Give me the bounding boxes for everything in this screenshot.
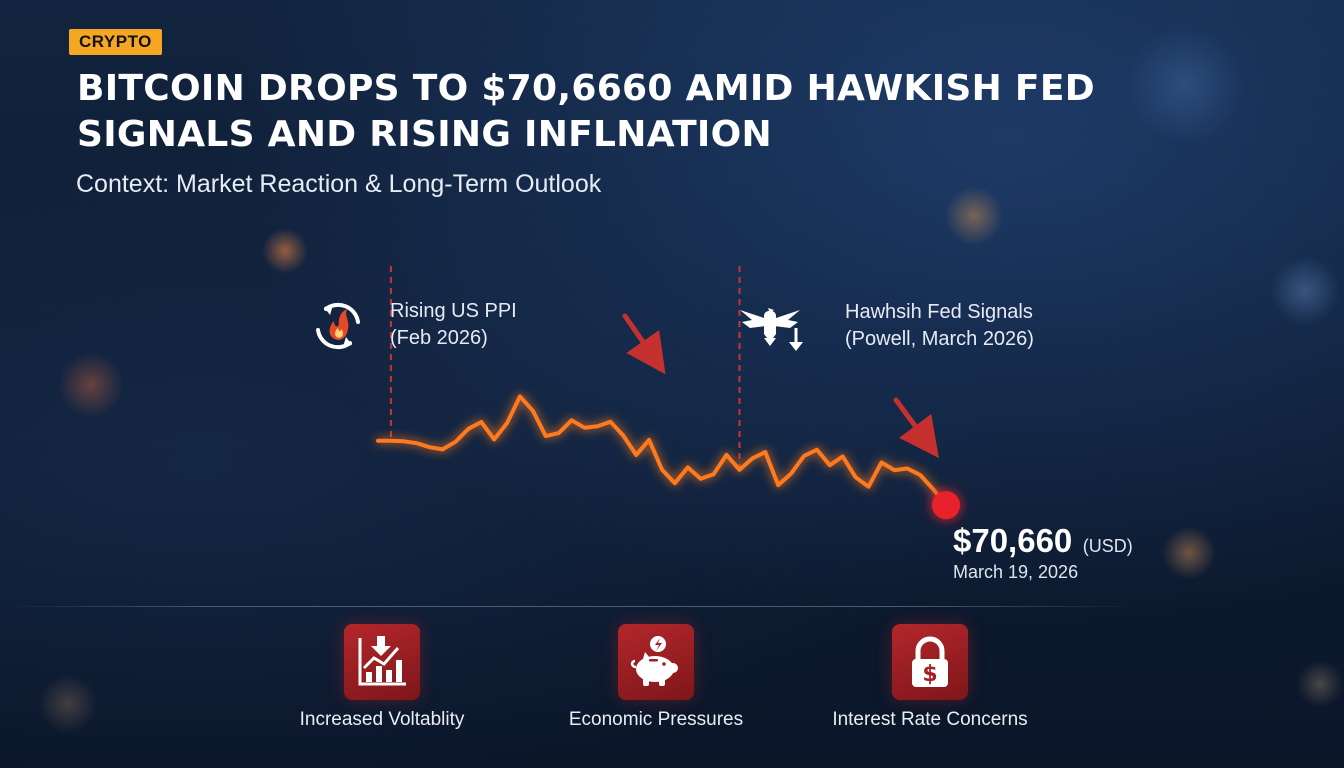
subtitle: Context: Market Reaction & Long-Term Out… bbox=[76, 170, 602, 198]
price-endpoint-dot bbox=[932, 491, 960, 520]
price-value: $70,660 bbox=[953, 522, 1073, 559]
factor-economic: Economic Pressures bbox=[526, 624, 786, 731]
factor-volatility: Increased Voltablity bbox=[252, 624, 512, 731]
eagle-down-icon bbox=[740, 308, 803, 351]
category-tag: CRYPTO bbox=[69, 29, 162, 55]
factor-label: Increased Voltablity bbox=[299, 709, 465, 730]
down-trend-arrow bbox=[893, 397, 939, 459]
factor-icon-tile bbox=[618, 624, 694, 700]
event-label-ppi: Rising US PPI (Feb 2026) bbox=[390, 298, 517, 352]
event-label-line2: (Feb 2026) bbox=[390, 327, 488, 349]
piggy-bank-icon bbox=[630, 636, 678, 686]
section-divider bbox=[0, 606, 1140, 607]
factor-icon-tile bbox=[344, 624, 420, 700]
chart-down-arrow-icon bbox=[358, 636, 406, 686]
padlock-dollar-icon: $ bbox=[912, 636, 948, 687]
event-label-line2: (Powell, March 2026) bbox=[845, 328, 1034, 350]
price-unit: (USD) bbox=[1082, 536, 1133, 556]
event-label-line1: Rising US PPI bbox=[390, 300, 517, 322]
factor-icon-tile: $ bbox=[892, 624, 968, 700]
bokeh-light bbox=[38, 674, 98, 734]
factor-label: Economic Pressures bbox=[568, 709, 744, 730]
event-label-line1: Hawhsih Fed Signals bbox=[845, 301, 1033, 323]
event-label-fed: Hawhsih Fed Signals (Powell, March 2026) bbox=[845, 299, 1034, 353]
price-chart bbox=[300, 266, 960, 520]
svg-text:$: $ bbox=[922, 662, 937, 687]
current-price: $70,660 (USD) March 19, 2026 bbox=[953, 522, 1133, 583]
down-trend-arrow bbox=[622, 313, 666, 375]
bokeh-light bbox=[1296, 660, 1344, 708]
price-line bbox=[376, 394, 948, 508]
price-date: March 19, 2026 bbox=[953, 562, 1079, 582]
headline: BITCOIN DROPS TO $70,6660 AMID HAWKISH F… bbox=[77, 68, 1095, 155]
factor-interest: $ Interest Rate Concerns bbox=[800, 624, 1060, 731]
flame-cycle-icon bbox=[316, 302, 360, 350]
factor-label: Interest Rate Concerns bbox=[832, 709, 1028, 730]
